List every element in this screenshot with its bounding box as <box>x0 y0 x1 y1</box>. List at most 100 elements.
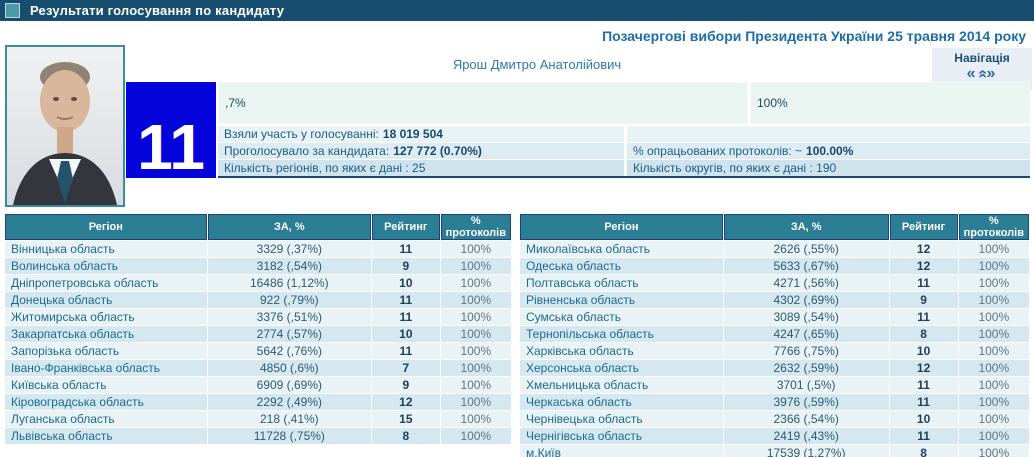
table-row: Полтавська область 4271 (,56%) 11 100% <box>520 275 1029 291</box>
col-header-protocols: % протоколів <box>958 214 1029 240</box>
rating-cell: 11 <box>372 309 440 325</box>
candidate-votes-stat: Проголосувало за кандидата: 127 772 (0.70… <box>218 143 624 159</box>
protocols-cell: 100% <box>958 411 1029 427</box>
protocols-cell: 100% <box>440 292 511 308</box>
region-cell: Запорізька область <box>5 343 207 359</box>
rating-cell: 15 <box>372 411 440 427</box>
table-row: Рівненська область 4302 (,69%) 9 100% <box>520 292 1029 308</box>
protocols-cell: 100% <box>440 309 511 325</box>
votes-cell: 5642 (,76%) <box>207 343 372 359</box>
region-cell: Сумська область <box>520 309 723 325</box>
rating-cell: 11 <box>372 292 440 308</box>
table-row: Черкаська область 3976 (,59%) 11 100% <box>520 394 1029 410</box>
region-cell: Дніпропетровська область <box>5 275 207 291</box>
navigation-label: Навігація <box>954 51 1010 65</box>
protocols-cell: 100% <box>958 343 1029 359</box>
table-row: Сумська область 3089 (,54%) 11 100% <box>520 309 1029 325</box>
rating-cell: 10 <box>372 326 440 342</box>
region-cell: Черкаська область <box>520 394 723 410</box>
region-cell: Хмельницька область <box>520 377 723 393</box>
regions-table-right: Регіон ЗА, % Рейтинг % протоколів Микола… <box>519 213 1030 457</box>
table-row: Харківська область 7766 (,75%) 10 100% <box>520 343 1029 359</box>
rating-cell: 9 <box>372 258 440 274</box>
protocols-cell: 100% <box>958 275 1029 291</box>
protocols-cell: 100% <box>440 360 511 376</box>
protocols-cell: 100% <box>958 309 1029 325</box>
votes-cell: 5633 (,67%) <box>723 258 889 274</box>
col-header-protocols: % протоколів <box>440 214 511 240</box>
protocols-cell: 100% <box>958 394 1029 410</box>
table-row: Луганська область 218 (,41%) 15 100% <box>5 411 511 427</box>
summary-panel: ,7% 100% Взяли участь у голосуванні: 18 0… <box>218 82 1030 178</box>
protocols-cell: 100% <box>440 377 511 393</box>
rating-cell: 7 <box>372 360 440 376</box>
votes-cell: 4247 (,65%) <box>723 326 889 342</box>
region-cell: Донецька область <box>5 292 207 308</box>
region-cell: Київська область <box>5 377 207 393</box>
votes-cell: 4850 (,6%) <box>207 360 372 376</box>
rating-cell: 11 <box>372 241 440 257</box>
protocols-cell: 100% <box>440 326 511 342</box>
protocols-cell: 100% <box>958 377 1029 393</box>
election-title: Позачергові вибори Президента України 25… <box>602 28 1026 44</box>
region-cell: Кіровоградська область <box>5 394 207 410</box>
region-cell: Полтавська область <box>520 275 723 291</box>
summary-row-counts: Кількість регіонів, по яких є дані : 25 … <box>218 160 1030 176</box>
region-cell: Одеська область <box>520 258 723 274</box>
votes-cell: 2419 (,43%) <box>723 428 889 444</box>
rating-cell: 8 <box>889 445 958 457</box>
protocols-cell: 100% <box>440 428 511 444</box>
region-cell: Тернопільська область <box>520 326 723 342</box>
table-row: Київська область 6909 (,69%) 9 100% <box>5 377 511 393</box>
votes-cell: 218 (,41%) <box>207 411 372 427</box>
protocols-cell: 100% <box>958 360 1029 376</box>
protocols-cell: 100% <box>440 241 511 257</box>
protocols-percent-bar: 100% <box>750 82 1030 124</box>
table-row: Закарпатська область 2774 (,57%) 10 100% <box>5 326 511 342</box>
rating-cell: 12 <box>889 258 958 274</box>
votes-cell: 3701 (,5%) <box>723 377 889 393</box>
table-row: Дніпропетровська область 16486 (1,12%) 1… <box>5 275 511 291</box>
region-cell: Чернівецька область <box>520 411 723 427</box>
page-title: Результати голосування по кандидату <box>30 3 285 18</box>
votes-cell: 17539 (1,27%) <box>723 445 889 457</box>
rating-cell: 12 <box>372 394 440 410</box>
votes-cell: 6909 (,69%) <box>207 377 372 393</box>
protocols-cell: 100% <box>958 445 1029 457</box>
rating-cell: 11 <box>889 275 958 291</box>
votes-cell: 3329 (,37%) <box>207 241 372 257</box>
protocols-cell: 100% <box>958 241 1029 257</box>
nav-next-icon[interactable]: » <box>986 65 998 82</box>
votes-cell: 7766 (,75%) <box>723 343 889 359</box>
protocols-cell: 100% <box>440 411 511 427</box>
nav-prev-icon[interactable]: « <box>966 65 978 82</box>
regions-count-stat: Кількість регіонів, по яких є дані : 25 <box>218 160 624 176</box>
nav-up-icon[interactable]: « <box>974 69 991 79</box>
votes-cell: 4271 (,56%) <box>723 275 889 291</box>
votes-cell: 2626 (,55%) <box>723 241 889 257</box>
rating-cell: 10 <box>372 275 440 291</box>
votes-cell: 3182 (,54%) <box>207 258 372 274</box>
protocols-cell: 100% <box>440 275 511 291</box>
region-cell: Харківська область <box>520 343 723 359</box>
rating-cell: 11 <box>889 377 958 393</box>
table-row: Волинська область 3182 (,54%) 9 100% <box>5 258 511 274</box>
votes-cell: 11728 (,75%) <box>207 428 372 444</box>
table-header-row: Регіон ЗА, % Рейтинг % протоколів <box>5 214 511 240</box>
summary-row-votes: Проголосувало за кандидата: 127 772 (0.70… <box>218 143 1030 159</box>
votes-cell: 3089 (,54%) <box>723 309 889 325</box>
region-cell: Житомирська область <box>5 309 207 325</box>
votes-cell: 2292 (,49%) <box>207 394 372 410</box>
rating-cell: 9 <box>889 292 958 308</box>
protocols-cell: 100% <box>440 343 511 359</box>
navigation-arrows: ««» <box>932 65 1032 83</box>
rating-cell: 9 <box>372 377 440 393</box>
col-header-region: Регіон <box>520 214 723 240</box>
votes-cell: 2366 (,54%) <box>723 411 889 427</box>
districts-count-stat: Кількість округів, по яких є дані : 190 <box>627 160 1030 176</box>
col-header-votes: ЗА, % <box>723 214 889 240</box>
candidate-photo <box>5 45 125 207</box>
table-row: Миколаївська область 2626 (,55%) 12 100% <box>520 241 1029 257</box>
table-row: Львівська область 11728 (,75%) 8 100% <box>5 428 511 444</box>
progress-bars: ,7% 100% <box>218 82 1030 124</box>
